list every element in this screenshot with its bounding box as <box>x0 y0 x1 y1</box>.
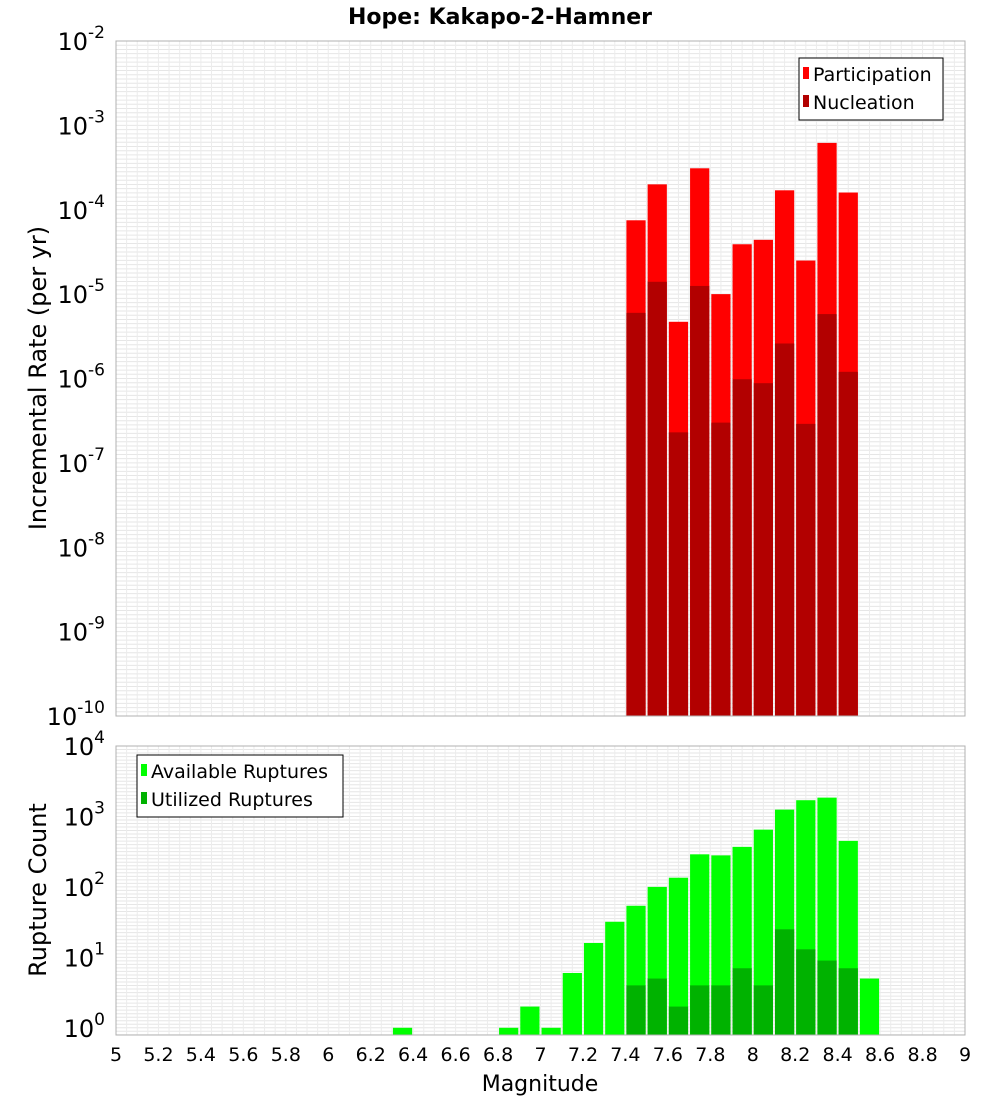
y-tick-label: 103 <box>64 798 105 831</box>
x-tick-label: 8.2 <box>780 1044 810 1066</box>
legend-swatch <box>141 792 147 804</box>
x-tick-label: 7.4 <box>610 1044 640 1066</box>
y-tick-label: 10-3 <box>58 107 106 140</box>
legend-box <box>798 57 944 121</box>
bar-utilized-ruptures <box>774 929 795 1035</box>
x-tick-label: 7.2 <box>568 1044 598 1066</box>
bar-available-ruptures <box>605 921 625 1035</box>
bar-nucleation <box>668 432 689 716</box>
bar-utilized-ruptures <box>626 985 646 1035</box>
bar-available-ruptures <box>753 829 773 1035</box>
y-tick-label: 10-6 <box>58 361 106 394</box>
bar-available-ruptures <box>668 877 689 1035</box>
plot-frame <box>115 40 966 717</box>
x-axis-title: Magnitude <box>482 1072 599 1097</box>
bar-nucleation <box>774 343 795 716</box>
bar-nucleation <box>647 281 667 716</box>
bar-nucleation <box>796 423 816 716</box>
chart-title: Hope: Kakapo-2-Hamner <box>348 5 652 30</box>
y-tick-label: 10-4 <box>58 192 106 225</box>
legend-label: Nucleation <box>813 92 915 114</box>
bar-nucleation <box>711 422 731 716</box>
y-tick-label: 10-10 <box>47 698 105 731</box>
x-tick-label: 8.8 <box>907 1044 937 1066</box>
bar-utilized-ruptures <box>711 985 731 1035</box>
bar-available-ruptures <box>520 1006 540 1035</box>
bar-utilized-ruptures <box>732 968 752 1035</box>
bar-nucleation <box>690 285 710 716</box>
x-tick-label: 6 <box>322 1044 334 1066</box>
legend-label: Available Ruptures <box>151 761 328 783</box>
y-axis-title: Incremental Rate (per yr) <box>24 226 52 530</box>
plot-frame <box>115 745 966 1036</box>
x-tick-label: 5.6 <box>228 1044 258 1066</box>
bar-utilized-ruptures <box>647 978 667 1035</box>
x-axis: 5 5.2 5.4 5.6 5.8 6 6.2 6.4 6.6 6.8 7 7.2 7.4 7.6 7.8 8… <box>110 1044 971 1066</box>
bar-available-ruptures <box>499 1027 519 1035</box>
y-tick-label: 10-2 <box>58 23 106 56</box>
bar-available-ruptures <box>562 972 582 1035</box>
bar-nucleation <box>732 379 752 716</box>
y-tick-label: 101 <box>64 939 105 972</box>
bar-utilized-ruptures <box>796 949 816 1035</box>
x-tick-label: 5.8 <box>271 1044 301 1066</box>
x-tick-label: 6.8 <box>483 1044 513 1066</box>
x-tick-label: 5.4 <box>186 1044 216 1066</box>
y-tick-label: 10-9 <box>58 614 106 647</box>
legend-swatch <box>803 95 809 107</box>
x-tick-label: 7.6 <box>653 1044 683 1066</box>
legend-label: Participation <box>813 64 932 86</box>
bar-available-ruptures <box>859 978 880 1035</box>
x-tick-label: 9 <box>959 1044 971 1066</box>
bar-utilized-ruptures <box>690 985 710 1035</box>
x-tick-label: 5 <box>110 1044 122 1066</box>
bar-nucleation <box>817 314 837 716</box>
bar-nucleation <box>753 383 773 716</box>
bar-nucleation <box>838 371 858 716</box>
y-tick-label: 102 <box>64 869 105 902</box>
y-tick-label: 10-5 <box>58 276 106 309</box>
y-axis-title: Rupture Count <box>24 803 52 977</box>
bar-available-ruptures <box>583 942 604 1035</box>
y-tick-label: 104 <box>64 728 105 761</box>
x-tick-label: 5.2 <box>143 1044 173 1066</box>
bar-available-ruptures <box>541 1027 561 1035</box>
x-tick-label: 7 <box>534 1044 546 1066</box>
legend-box <box>136 754 344 818</box>
x-tick-label: 8.4 <box>823 1044 853 1066</box>
bar-nucleation <box>626 312 646 716</box>
x-tick-label: 7.8 <box>695 1044 725 1066</box>
bar-utilized-ruptures <box>838 968 858 1035</box>
y-tick-label: 10-7 <box>58 445 106 478</box>
legend-swatch <box>141 764 147 776</box>
rate-panel: 10-10 10-9 10-8 10-7 10-6 10-5 10-4 10-3 10-2 Inc… <box>24 23 966 731</box>
bar-utilized-ruptures <box>668 1006 689 1035</box>
y-tick-label: 100 <box>64 1010 105 1043</box>
legend-label: Utilized Ruptures <box>151 789 313 811</box>
x-tick-label: 6.4 <box>398 1044 428 1066</box>
bar-available-ruptures <box>392 1027 413 1035</box>
x-tick-label: 6.2 <box>356 1044 386 1066</box>
count-panel: 100 101 102 103 104 Rupture Count Available Ru… <box>24 728 966 1043</box>
bar-utilized-ruptures <box>753 985 773 1035</box>
y-tick-label: 10-8 <box>58 529 106 562</box>
legend-swatch <box>803 67 809 79</box>
x-tick-label: 8 <box>747 1044 759 1066</box>
x-tick-label: 8.6 <box>865 1044 895 1066</box>
x-tick-label: 6.6 <box>440 1044 470 1066</box>
bar-utilized-ruptures <box>817 960 837 1035</box>
